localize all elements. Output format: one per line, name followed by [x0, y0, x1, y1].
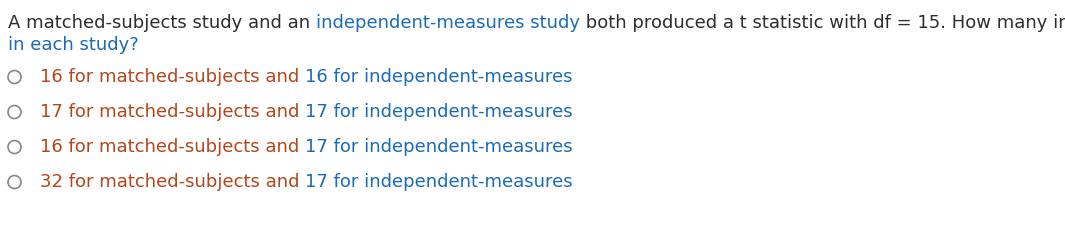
Text: 16 for matched-subjects and: 16 for matched-subjects and	[40, 138, 305, 156]
Text: 16 for matched-subjects and: 16 for matched-subjects and	[40, 68, 305, 86]
Text: 16 for independent-measures: 16 for independent-measures	[305, 68, 573, 86]
Text: A matched-subjects study and an: A matched-subjects study and an	[9, 14, 316, 32]
Text: 17 for independent-measures: 17 for independent-measures	[306, 103, 573, 121]
Text: independent-measures study: independent-measures study	[316, 14, 579, 32]
Text: in each study?: in each study?	[9, 36, 138, 54]
Text: 17 for independent-measures: 17 for independent-measures	[305, 138, 573, 156]
Text: both produced a t statistic with df = 15. How many individuals participated: both produced a t statistic with df = 15…	[579, 14, 1065, 32]
Text: 17 for matched-subjects and: 17 for matched-subjects and	[40, 103, 306, 121]
Text: 17 for independent-measures: 17 for independent-measures	[306, 173, 573, 191]
Text: 32 for matched-subjects and: 32 for matched-subjects and	[40, 173, 306, 191]
